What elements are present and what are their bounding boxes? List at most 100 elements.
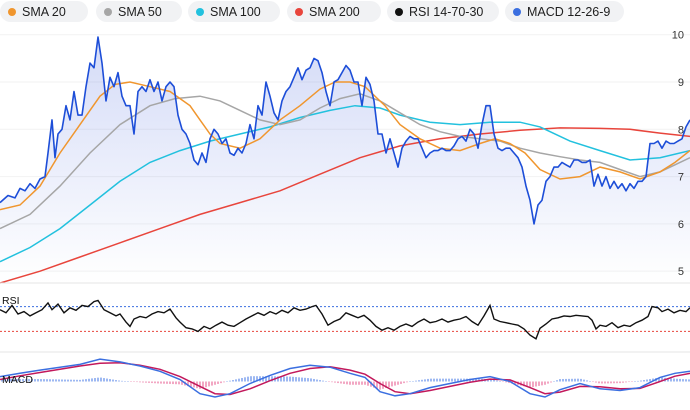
macd-histogram-bar	[301, 377, 303, 382]
macd-histogram-bar	[652, 378, 654, 382]
legend-sma-50[interactable]: SMA 50	[96, 1, 182, 22]
macd-histogram-bar	[163, 381, 165, 384]
legend-sma-20[interactable]: SMA 20	[0, 1, 88, 22]
rsi-pane[interactable]: RSI	[0, 295, 690, 340]
macd-histogram-bar	[187, 381, 189, 387]
macd-histogram-bar	[223, 381, 225, 383]
macd-histogram-bar	[232, 380, 234, 382]
macd-histogram-bar	[316, 379, 318, 382]
macd-histogram-bar	[64, 379, 66, 382]
price-tick-label: 7	[678, 172, 684, 184]
macd-histogram-bar	[307, 378, 309, 382]
macd-histogram-bar	[13, 378, 15, 382]
macd-histogram-bar	[595, 381, 597, 383]
macd-histogram-bar	[436, 378, 438, 382]
macd-histogram-bar	[337, 381, 339, 384]
macd-histogram-bar	[613, 381, 615, 384]
macd-histogram-bar	[199, 381, 201, 389]
rsi-pane-label: RSI	[2, 295, 20, 307]
macd-histogram-bar	[637, 380, 639, 382]
macd-histogram-bar	[508, 381, 510, 383]
macd-histogram-bar	[52, 379, 54, 382]
macd-histogram-bar	[679, 378, 681, 382]
macd-histogram-bar	[244, 377, 246, 382]
macd-histogram-bar	[532, 381, 534, 388]
macd-histogram-bar	[166, 381, 168, 384]
macd-histogram-bar	[100, 377, 102, 382]
macd-histogram-bar	[121, 380, 123, 382]
macd-histogram-bar	[40, 379, 42, 382]
legend-macd-dot	[513, 7, 521, 16]
macd-histogram-bar	[154, 381, 156, 384]
macd-histogram-bar	[118, 380, 120, 382]
macd-histogram-bar	[415, 380, 417, 382]
macd-histogram-bar	[130, 381, 132, 382]
legend-macd[interactable]: MACD 12-26-9	[505, 1, 624, 22]
macd-histogram-bar	[25, 379, 27, 382]
macd-histogram-bar	[268, 376, 270, 382]
macd-histogram-bar	[181, 381, 183, 385]
legend-rsi-dot	[395, 7, 403, 16]
macd-histogram-bar	[361, 381, 363, 385]
macd-histogram-bar	[445, 378, 447, 382]
macd-histogram-bar	[211, 381, 213, 386]
macd-histogram-bar	[433, 378, 435, 382]
macd-histogram-bar	[568, 378, 570, 382]
macd-histogram-bar	[229, 380, 231, 382]
price-tick-label: 8	[678, 124, 684, 136]
macd-histogram-bar	[451, 378, 453, 382]
macd-histogram-bar	[136, 381, 138, 383]
macd-histogram-bar	[622, 381, 624, 383]
macd-histogram-bar	[385, 381, 387, 389]
macd-histogram-bar	[31, 379, 33, 382]
macd-histogram-bar	[235, 379, 237, 382]
macd-histogram-bar	[238, 378, 240, 382]
macd-histogram-bar	[367, 381, 369, 386]
macd-histogram-bar	[523, 381, 525, 387]
macd-histogram-bar	[109, 379, 111, 382]
macd-histogram-bar	[673, 378, 675, 382]
legend-sma-100[interactable]: SMA 100	[188, 1, 280, 22]
macd-histogram-bar	[160, 381, 162, 384]
macd-pane[interactable]: MACD	[0, 358, 690, 398]
macd-histogram-bar	[505, 381, 507, 383]
macd-histogram-bar	[688, 379, 690, 382]
macd-histogram-bar	[610, 381, 612, 384]
macd-histogram-bar	[115, 380, 117, 382]
macd-histogram-bar	[640, 380, 642, 382]
price-tick-label: 5	[678, 266, 684, 278]
macd-histogram-bar	[376, 381, 378, 389]
legend-sma-200[interactable]: SMA 200	[287, 1, 381, 22]
macd-histogram-bar	[397, 381, 399, 385]
macd-histogram-bar	[349, 381, 351, 385]
price-tick-label: 10	[672, 30, 684, 42]
price-line	[0, 36, 690, 225]
macd-histogram-bar	[190, 381, 192, 387]
macd-histogram-bar	[88, 378, 90, 382]
macd-histogram-bar	[649, 379, 651, 382]
macd-histogram-bar	[49, 379, 51, 382]
price-pane[interactable]: 5 6 7 8 9 10	[0, 30, 690, 284]
macd-histogram-bar	[319, 380, 321, 382]
macd-histogram-bar	[283, 376, 285, 382]
macd-histogram-bar	[538, 381, 540, 386]
legend-sma-100-label: SMA 100	[210, 4, 261, 19]
macd-histogram-bar	[73, 379, 75, 382]
macd-histogram-bar	[61, 379, 63, 382]
macd-histogram-bar	[685, 379, 687, 382]
macd-histogram-bar	[157, 381, 159, 384]
macd-histogram-bar	[643, 380, 645, 382]
legend-rsi-label: RSI 14-70-30	[409, 4, 484, 19]
legend-sma-100-dot	[196, 7, 204, 16]
macd-histogram-bar	[430, 378, 432, 382]
macd-histogram-bar	[490, 379, 492, 382]
macd-histogram-bar	[592, 381, 594, 382]
macd-histogram-bar	[448, 378, 450, 382]
macd-histogram-bar	[358, 381, 360, 385]
macd-histogram-bar	[67, 379, 69, 382]
legend-rsi[interactable]: RSI 14-70-30	[387, 1, 499, 22]
macd-histogram-bar	[10, 378, 12, 382]
macd-histogram-bar	[421, 379, 423, 382]
macd-histogram-bar	[97, 377, 99, 382]
macd-histogram-bar	[34, 379, 36, 382]
